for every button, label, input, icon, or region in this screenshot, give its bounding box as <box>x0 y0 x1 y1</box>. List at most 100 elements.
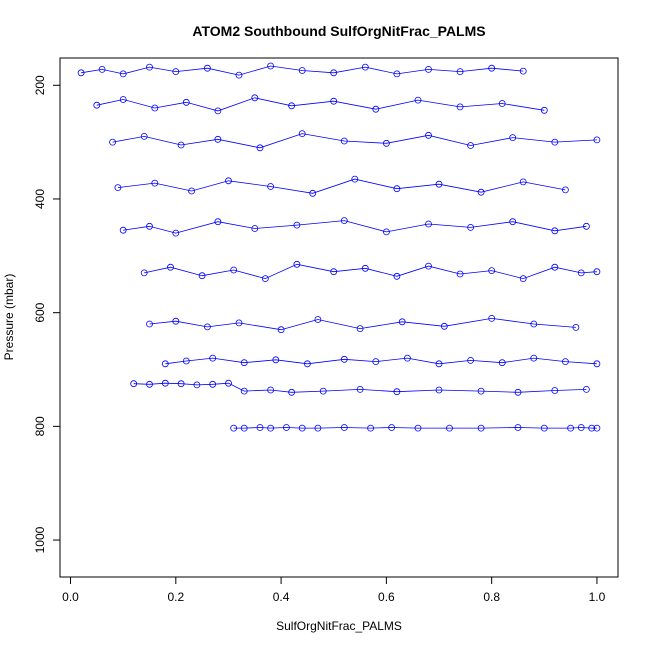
x-tick-label: 0.8 <box>483 590 500 604</box>
data-point <box>188 187 196 195</box>
data-point <box>298 67 306 74</box>
data-point <box>572 323 580 331</box>
series-line-6 <box>117 178 566 194</box>
data-point <box>146 320 153 328</box>
data-point <box>567 424 574 432</box>
data-point <box>393 272 401 280</box>
data-point <box>382 139 390 147</box>
data-point <box>177 141 185 149</box>
data-point <box>251 225 259 232</box>
data-point <box>203 64 211 72</box>
data-point <box>562 358 569 366</box>
data-point <box>388 424 396 431</box>
series-line-1 <box>133 382 587 393</box>
series-line-9 <box>81 65 524 76</box>
data-point <box>509 218 517 226</box>
data-point <box>514 388 522 396</box>
data-point <box>425 131 432 139</box>
data-point <box>583 385 590 393</box>
y-tick-label: 200 <box>33 75 47 95</box>
series-line-3 <box>149 317 576 331</box>
data-point <box>393 388 401 396</box>
data-point <box>530 354 538 362</box>
data-point <box>372 105 380 113</box>
data-point <box>551 387 559 394</box>
data-point <box>293 260 301 268</box>
data-point <box>230 266 238 274</box>
data-point <box>98 66 106 73</box>
data-point <box>330 97 338 105</box>
data-point <box>488 267 496 275</box>
series-line-4 <box>144 263 597 280</box>
data-point <box>382 228 390 236</box>
data-point <box>140 132 148 140</box>
data-point <box>240 424 248 432</box>
data-point <box>267 386 275 394</box>
data-point <box>146 63 153 71</box>
data-point <box>161 379 169 387</box>
data-point <box>361 63 369 71</box>
data-point <box>488 64 496 72</box>
y-axis-label: Pressure (mbar) <box>2 274 16 361</box>
data-point <box>267 62 275 70</box>
data-point <box>314 316 322 323</box>
x-tick-label: 0.0 <box>62 590 79 604</box>
data-point <box>593 360 601 368</box>
data-point <box>477 188 485 196</box>
data-point <box>440 322 448 330</box>
data-point <box>356 325 364 333</box>
data-point <box>267 183 275 190</box>
data-point <box>272 356 280 364</box>
data-point <box>514 424 522 431</box>
plot-frame <box>59 57 619 578</box>
data-point <box>167 263 174 271</box>
data-point <box>267 424 275 432</box>
data-point <box>367 424 375 432</box>
data-point <box>119 70 127 78</box>
data-point <box>240 387 248 395</box>
data-point <box>193 381 201 389</box>
data-point <box>588 424 596 432</box>
data-point <box>593 268 601 276</box>
data-point <box>446 424 453 432</box>
data-point <box>288 102 296 110</box>
data-point <box>209 354 217 362</box>
y-tick-label: 400 <box>33 189 47 209</box>
data-point <box>251 94 259 102</box>
data-point <box>293 221 301 229</box>
data-point <box>261 275 269 283</box>
data-point <box>330 69 338 77</box>
x-tick-label: 0.4 <box>273 590 290 604</box>
data-point <box>540 424 548 432</box>
data-point <box>435 180 443 188</box>
data-point <box>425 262 432 270</box>
data-point <box>151 104 159 112</box>
data-point <box>209 380 217 388</box>
data-point <box>551 263 559 271</box>
data-point <box>130 380 138 388</box>
data-point <box>356 385 364 393</box>
data-point <box>583 222 590 230</box>
data-point <box>119 226 127 234</box>
data-point <box>467 142 475 149</box>
data-point <box>425 66 432 73</box>
data-point <box>314 424 322 432</box>
data-point <box>435 360 443 368</box>
data-point <box>340 355 348 363</box>
data-point <box>235 71 243 79</box>
data-point <box>256 424 264 431</box>
data-point <box>140 269 148 277</box>
data-point <box>467 356 475 364</box>
chart-title: ATOM2 Southbound SulfOrgNitFrac_PALMS <box>192 23 485 39</box>
data-point <box>114 184 122 192</box>
data-point <box>225 379 232 387</box>
data-point <box>593 136 601 144</box>
data-point <box>540 106 548 114</box>
plot-area <box>77 62 601 432</box>
data-point <box>361 264 369 272</box>
x-tick-label: 0.6 <box>378 590 395 604</box>
data-point <box>203 323 211 331</box>
y-tick-label: 1000 <box>33 526 47 553</box>
y-tick-label: 800 <box>33 416 47 436</box>
data-point <box>214 107 222 115</box>
